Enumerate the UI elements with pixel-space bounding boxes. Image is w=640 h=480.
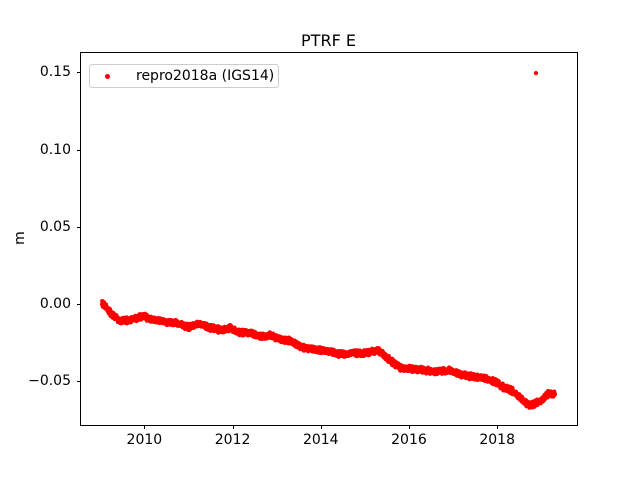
y-tick-label: −0.05 — [28, 373, 71, 390]
y-tick-label: 0.15 — [39, 64, 71, 81]
x-tick-label: 2018 — [479, 432, 515, 448]
scatter-marker-icon — [105, 73, 110, 79]
legend-box: repro2018a (IGS14) — [89, 64, 279, 88]
y-tick-label: 0.10 — [39, 141, 71, 158]
x-tick-label: 2016 — [391, 432, 427, 448]
chart-title: PTRF E — [301, 31, 356, 50]
y-tick-label: 0.00 — [39, 295, 71, 312]
y-tick-label: 0.05 — [39, 218, 71, 235]
legend-label: repro2018a (IGS14) — [136, 68, 275, 84]
x-tick-label: 2010 — [126, 432, 163, 448]
x-tick-label: 2012 — [214, 432, 251, 448]
x-tick-label: 2014 — [302, 432, 339, 448]
